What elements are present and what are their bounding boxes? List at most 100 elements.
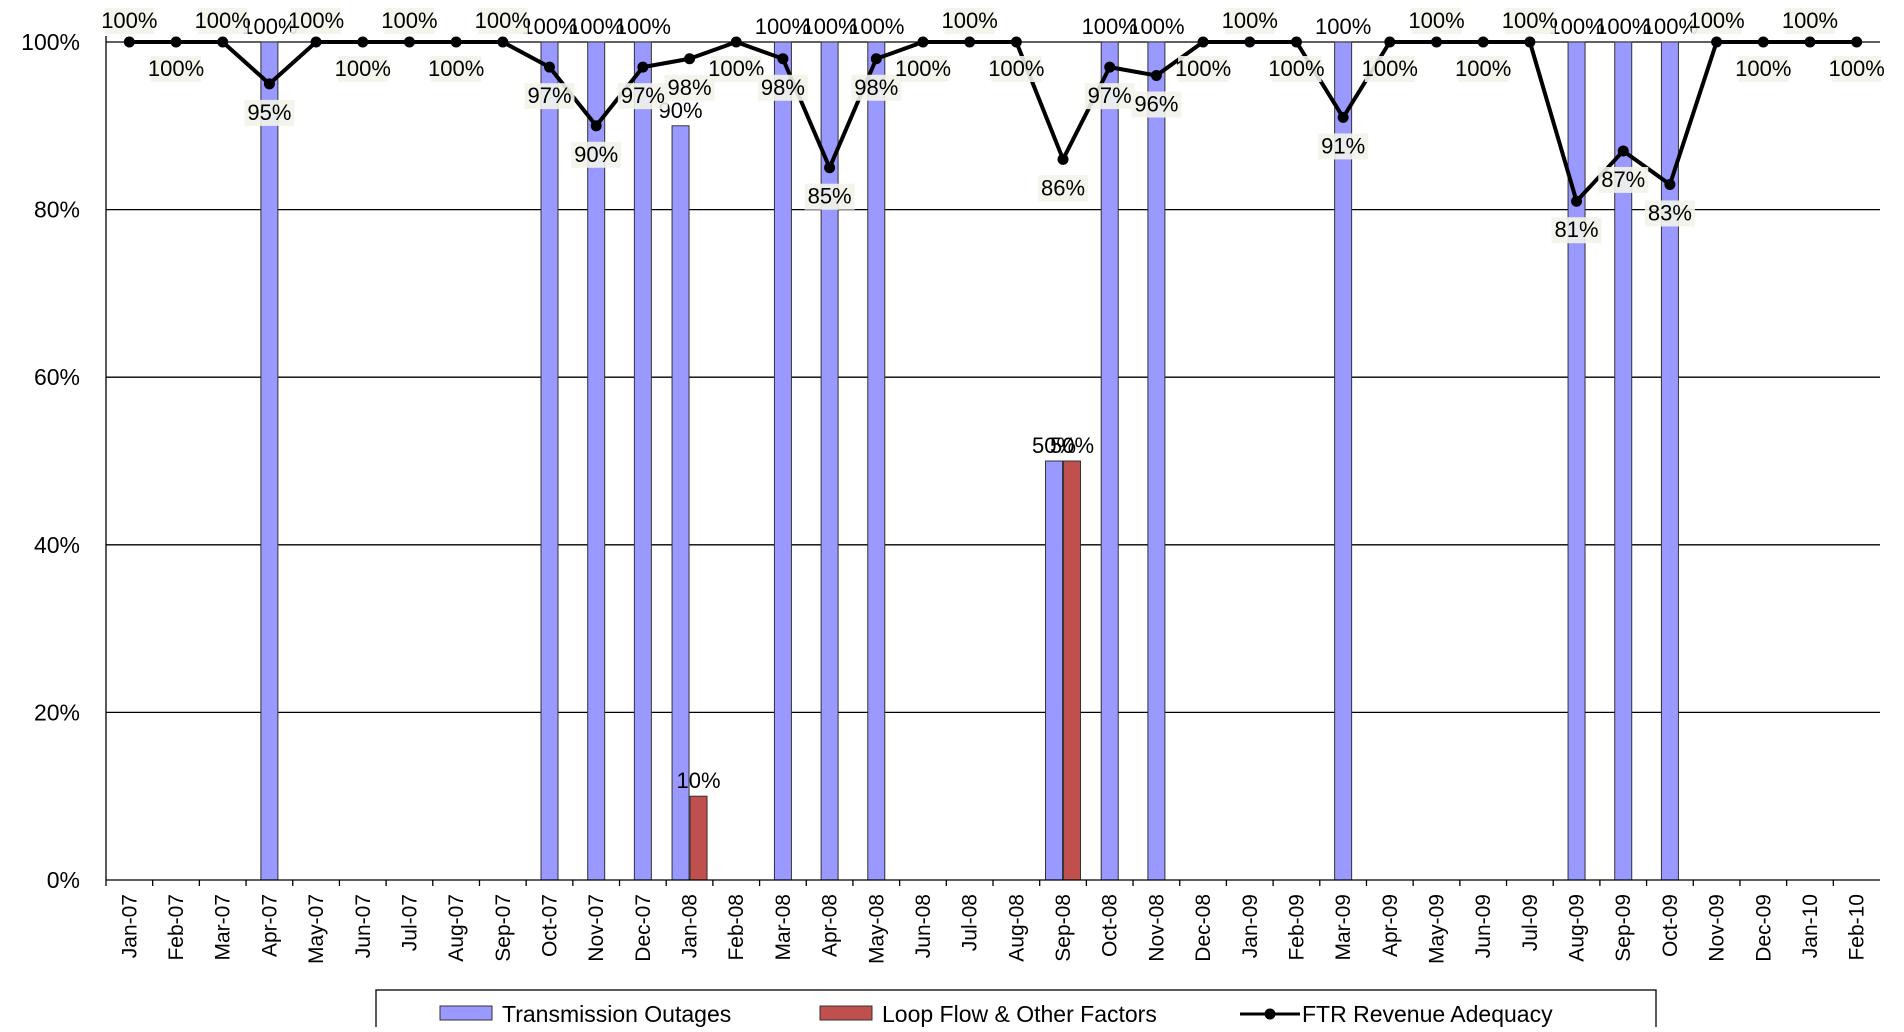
line-label-background bbox=[1224, 8, 1275, 34]
line-data-label: 100% bbox=[1455, 56, 1511, 81]
bar-data-label: 100% bbox=[848, 14, 904, 39]
line-data-label: 100% bbox=[895, 56, 951, 81]
line-point bbox=[1571, 195, 1583, 207]
line-data-label: 100% bbox=[1829, 56, 1885, 81]
line-data-label: 100% bbox=[101, 8, 157, 33]
line-label-background bbox=[431, 56, 482, 82]
legend-label: Transmission Outages bbox=[502, 1001, 731, 1027]
x-tick-label: Dec-08 bbox=[1192, 894, 1215, 962]
line-label-background bbox=[664, 74, 715, 101]
line-point bbox=[1244, 36, 1256, 48]
line-label-background bbox=[991, 56, 1042, 82]
line-data-label: 100% bbox=[195, 8, 251, 33]
line-data-label: 87% bbox=[1601, 167, 1645, 192]
x-tick-label: Feb-07 bbox=[165, 894, 188, 961]
line-point bbox=[1757, 36, 1769, 48]
y-tick-label: 100% bbox=[21, 29, 80, 55]
x-tick-label: Aug-08 bbox=[1005, 894, 1028, 962]
line-label-background bbox=[1551, 217, 1602, 244]
ftr-revenue-adequacy-line bbox=[129, 40, 1857, 204]
bar-transmission-outages bbox=[1100, 41, 1119, 881]
x-tick-label: May-09 bbox=[1426, 894, 1449, 964]
line-data-label: 98% bbox=[761, 75, 805, 100]
line-label-background bbox=[1458, 56, 1509, 82]
bar-data-label: 10% bbox=[677, 768, 721, 793]
bar-data-label: 100% bbox=[1642, 14, 1698, 39]
line-data-label: 91% bbox=[1321, 133, 1365, 158]
bar-data-label: 100% bbox=[521, 14, 577, 39]
x-tick-label: Apr-07 bbox=[258, 894, 281, 957]
line-label-background bbox=[571, 141, 622, 168]
bar-data-label: 100% bbox=[568, 14, 624, 39]
bar-transmission-outages bbox=[1147, 41, 1166, 881]
x-tick-label: May-08 bbox=[865, 894, 888, 964]
x-tick-label: Jun-07 bbox=[352, 894, 375, 958]
line-point bbox=[170, 36, 182, 48]
line-point bbox=[310, 36, 322, 48]
bar-loop-flow-other-factors bbox=[1063, 460, 1082, 881]
x-tick-label: Aug-07 bbox=[445, 894, 468, 962]
line-point bbox=[544, 61, 555, 73]
line-label-background bbox=[757, 74, 808, 101]
line-label-background bbox=[1131, 91, 1182, 118]
line-data-label: 100% bbox=[148, 56, 204, 81]
x-tick-label: Oct-09 bbox=[1659, 894, 1682, 957]
line-label-background bbox=[1411, 8, 1462, 34]
line-data-label: 100% bbox=[1222, 8, 1278, 33]
line-label-background bbox=[1504, 8, 1555, 34]
line-label-background bbox=[291, 8, 342, 34]
line-label-background bbox=[384, 8, 435, 34]
x-tick-label: May-07 bbox=[305, 894, 328, 964]
line-point bbox=[1711, 36, 1723, 48]
legend-label: FTR Revenue Adequacy bbox=[1302, 1001, 1553, 1027]
y-tick-label: 80% bbox=[34, 197, 80, 223]
x-tick-label: Jun-09 bbox=[1472, 894, 1495, 958]
bar-data-label: 50% bbox=[1050, 433, 1094, 458]
x-tick-label: Sep-08 bbox=[1052, 894, 1075, 962]
bar-transmission-outages bbox=[1567, 41, 1586, 881]
x-tick-label: Feb-09 bbox=[1285, 894, 1308, 961]
line-point bbox=[730, 36, 742, 48]
x-tick-label: Jul-09 bbox=[1519, 894, 1542, 951]
bar-transmission-outages bbox=[671, 125, 690, 881]
bar-data-label: 100% bbox=[1315, 14, 1371, 39]
label-layer: 100% 100%100%100%90%100%100%100%50%100%10… bbox=[101, 8, 1885, 793]
line-data-label: 86% bbox=[1041, 175, 1085, 200]
line-label-background bbox=[1691, 8, 1742, 34]
x-tick-label: Jun-08 bbox=[912, 894, 935, 958]
line-label-background bbox=[711, 56, 762, 82]
line-data-label: 97% bbox=[621, 83, 665, 108]
line-data-label: 100% bbox=[1735, 56, 1791, 81]
line-label-background bbox=[1364, 56, 1415, 82]
x-tick-label: Oct-07 bbox=[539, 894, 562, 957]
line-label-background bbox=[1784, 8, 1835, 34]
bar-data-label: 100% bbox=[1082, 14, 1138, 39]
axis-layer: 0% 20% 40% 60% 80% 100% Jan-07 Feb-07 Mar-07 Apr-… bbox=[21, 29, 1880, 964]
x-tick-label: Aug-09 bbox=[1566, 894, 1589, 962]
line-point bbox=[1337, 111, 1349, 123]
x-tick-label: Dec-09 bbox=[1752, 894, 1775, 962]
bar-loop-flow-other-factors bbox=[689, 795, 708, 881]
line-data-label: 100% bbox=[335, 56, 391, 81]
line-point bbox=[1477, 36, 1489, 48]
line-data-label: 100% bbox=[988, 56, 1044, 81]
line-label-background bbox=[1038, 175, 1089, 202]
line-data-label: 98% bbox=[854, 75, 898, 100]
line-point bbox=[263, 78, 275, 90]
line-label-background bbox=[944, 8, 995, 34]
line-point bbox=[450, 36, 462, 48]
line-data-label: 100% bbox=[1268, 56, 1324, 81]
line-layer bbox=[123, 36, 1863, 207]
line-data-label: 100% bbox=[1362, 56, 1418, 81]
x-tick-label: Sep-09 bbox=[1612, 894, 1635, 962]
line-point bbox=[497, 36, 509, 48]
bar-data-label: 100% bbox=[241, 14, 297, 39]
bar-data-label: 50% bbox=[1032, 433, 1076, 458]
line-point bbox=[1057, 153, 1069, 165]
legend-label: Loop Flow & Other Factors bbox=[882, 1001, 1157, 1027]
bar-data-label: 100% bbox=[755, 14, 811, 39]
y-tick-label: 0% bbox=[47, 867, 80, 893]
line-label-background bbox=[244, 99, 295, 126]
